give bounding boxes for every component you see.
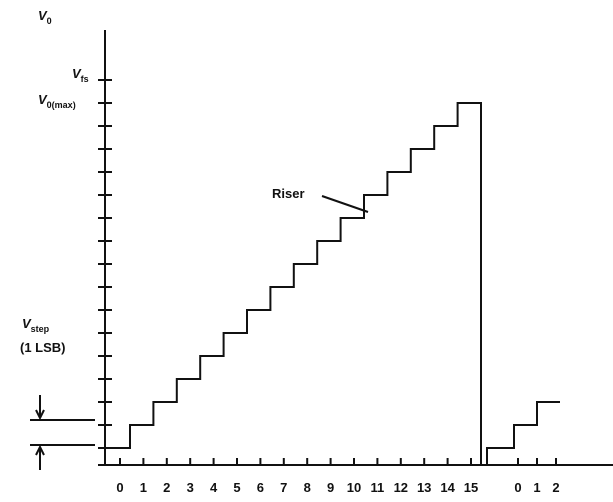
x-label: 11	[371, 480, 385, 495]
x-label: 1	[533, 480, 540, 495]
x-label: 0	[116, 480, 123, 495]
x-label: 7	[280, 480, 287, 495]
x-label: 8	[304, 480, 311, 495]
x-label: 13	[417, 480, 431, 495]
x-label: 5	[233, 480, 240, 495]
x-label: 2	[552, 480, 559, 495]
y-axis-label: V0	[38, 8, 52, 26]
vstep-label: Vstep	[22, 316, 50, 334]
staircase	[105, 103, 481, 465]
vmax-label: V0(max)	[38, 92, 76, 110]
x-label: 0	[514, 480, 521, 495]
x-label: 12	[394, 480, 408, 495]
x-label: 10	[347, 480, 361, 495]
arrow-up	[36, 447, 44, 470]
riser-leader	[322, 196, 368, 212]
x-label: 6	[257, 480, 264, 495]
diagram: V0 Vfs V0(max) Riser Vstep (1 LSB) 01234…	[0, 0, 613, 502]
x-label: 14	[440, 480, 455, 495]
x-label: 9	[327, 480, 334, 495]
vfs-label: Vfs	[72, 66, 89, 84]
x-label: 2	[163, 480, 170, 495]
staircase-2	[487, 402, 560, 465]
x-label: 4	[210, 480, 218, 495]
lsb-label: (1 LSB)	[20, 340, 66, 355]
x-label: 1	[140, 480, 147, 495]
riser-label: Riser	[272, 186, 305, 201]
x-label: 3	[187, 480, 194, 495]
x-label: 15	[464, 480, 478, 495]
arrow-down	[36, 395, 44, 418]
